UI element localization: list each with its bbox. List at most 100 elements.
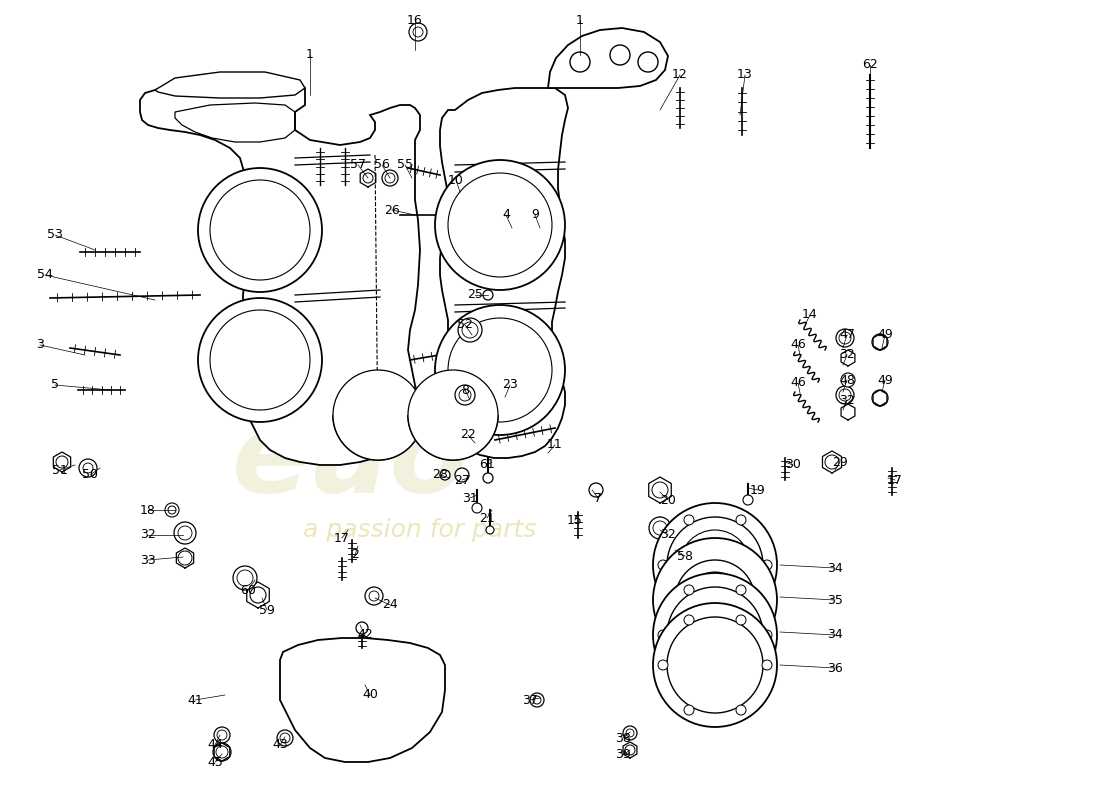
Circle shape xyxy=(455,385,475,405)
Circle shape xyxy=(588,483,603,497)
Text: 56: 56 xyxy=(374,158,389,171)
Text: 60: 60 xyxy=(240,583,256,597)
Circle shape xyxy=(56,456,68,468)
Text: 32: 32 xyxy=(660,529,675,542)
Circle shape xyxy=(684,615,694,625)
Text: 55: 55 xyxy=(397,158,412,171)
Circle shape xyxy=(684,705,694,715)
Text: 20: 20 xyxy=(660,494,675,506)
Circle shape xyxy=(280,733,290,743)
Text: 7: 7 xyxy=(594,491,602,505)
Text: 32: 32 xyxy=(839,394,855,406)
Circle shape xyxy=(216,746,228,758)
Circle shape xyxy=(233,566,257,590)
Text: 29: 29 xyxy=(832,455,848,469)
Text: 57: 57 xyxy=(350,158,366,171)
Text: 24: 24 xyxy=(382,598,398,611)
Text: 13: 13 xyxy=(737,69,752,82)
Text: 19: 19 xyxy=(750,483,766,497)
Circle shape xyxy=(653,503,777,627)
Text: 17: 17 xyxy=(334,531,350,545)
Circle shape xyxy=(675,560,755,640)
Circle shape xyxy=(736,675,746,685)
Circle shape xyxy=(839,389,851,401)
Circle shape xyxy=(836,386,854,404)
Circle shape xyxy=(653,521,667,535)
Circle shape xyxy=(872,334,888,350)
Circle shape xyxy=(653,538,777,662)
Text: 31: 31 xyxy=(462,491,477,505)
Circle shape xyxy=(483,290,493,300)
Circle shape xyxy=(434,305,565,435)
Circle shape xyxy=(668,541,682,555)
Polygon shape xyxy=(440,88,568,458)
Circle shape xyxy=(736,585,746,595)
Polygon shape xyxy=(140,75,420,465)
Text: 34: 34 xyxy=(827,629,843,642)
Text: 5: 5 xyxy=(51,378,59,391)
Circle shape xyxy=(626,729,634,737)
Circle shape xyxy=(165,503,179,517)
Circle shape xyxy=(684,675,694,685)
Text: 52: 52 xyxy=(458,318,473,331)
Text: 17: 17 xyxy=(887,474,903,486)
Text: 36: 36 xyxy=(827,662,843,674)
Circle shape xyxy=(680,530,750,600)
Text: 4: 4 xyxy=(502,209,510,222)
Text: 47: 47 xyxy=(839,329,855,342)
Text: 2: 2 xyxy=(351,549,359,562)
Text: 15: 15 xyxy=(568,514,583,526)
Circle shape xyxy=(825,455,839,469)
Circle shape xyxy=(742,495,754,505)
Text: 14: 14 xyxy=(802,309,818,322)
Text: 58: 58 xyxy=(676,550,693,562)
Text: 59: 59 xyxy=(260,603,275,617)
Circle shape xyxy=(472,503,482,513)
Circle shape xyxy=(483,473,493,483)
Circle shape xyxy=(250,587,266,603)
Circle shape xyxy=(667,587,763,683)
Circle shape xyxy=(213,743,231,761)
Text: 11: 11 xyxy=(547,438,563,451)
Text: 46: 46 xyxy=(790,377,806,390)
Text: 39: 39 xyxy=(615,749,631,762)
Text: 23: 23 xyxy=(502,378,518,391)
Circle shape xyxy=(385,173,395,183)
Circle shape xyxy=(638,52,658,72)
Circle shape xyxy=(448,318,552,422)
Circle shape xyxy=(236,570,253,586)
Circle shape xyxy=(409,23,427,41)
Circle shape xyxy=(736,615,746,625)
Circle shape xyxy=(842,373,855,387)
Text: 3: 3 xyxy=(36,338,44,351)
Text: 34: 34 xyxy=(827,562,843,574)
Circle shape xyxy=(277,730,293,746)
Text: 35: 35 xyxy=(827,594,843,606)
Text: 32: 32 xyxy=(839,349,855,362)
Text: 61: 61 xyxy=(480,458,495,471)
Circle shape xyxy=(667,517,763,613)
Circle shape xyxy=(658,560,668,570)
Polygon shape xyxy=(280,638,446,762)
Text: 16: 16 xyxy=(407,14,422,26)
Circle shape xyxy=(448,173,552,277)
Circle shape xyxy=(408,370,498,460)
Circle shape xyxy=(82,463,94,473)
Circle shape xyxy=(653,573,777,697)
Circle shape xyxy=(839,332,851,344)
Circle shape xyxy=(210,310,310,410)
Circle shape xyxy=(652,482,668,498)
Text: 9: 9 xyxy=(531,209,539,222)
Circle shape xyxy=(486,526,494,534)
Circle shape xyxy=(762,560,772,570)
Text: 32: 32 xyxy=(140,529,156,542)
Text: 28: 28 xyxy=(432,469,448,482)
Circle shape xyxy=(762,660,772,670)
Text: a passion for parts: a passion for parts xyxy=(304,518,537,542)
Circle shape xyxy=(198,168,322,292)
Text: 54: 54 xyxy=(37,269,53,282)
Circle shape xyxy=(684,585,694,595)
Text: 45: 45 xyxy=(207,755,223,769)
Text: 26: 26 xyxy=(384,203,400,217)
Text: 40: 40 xyxy=(362,689,378,702)
